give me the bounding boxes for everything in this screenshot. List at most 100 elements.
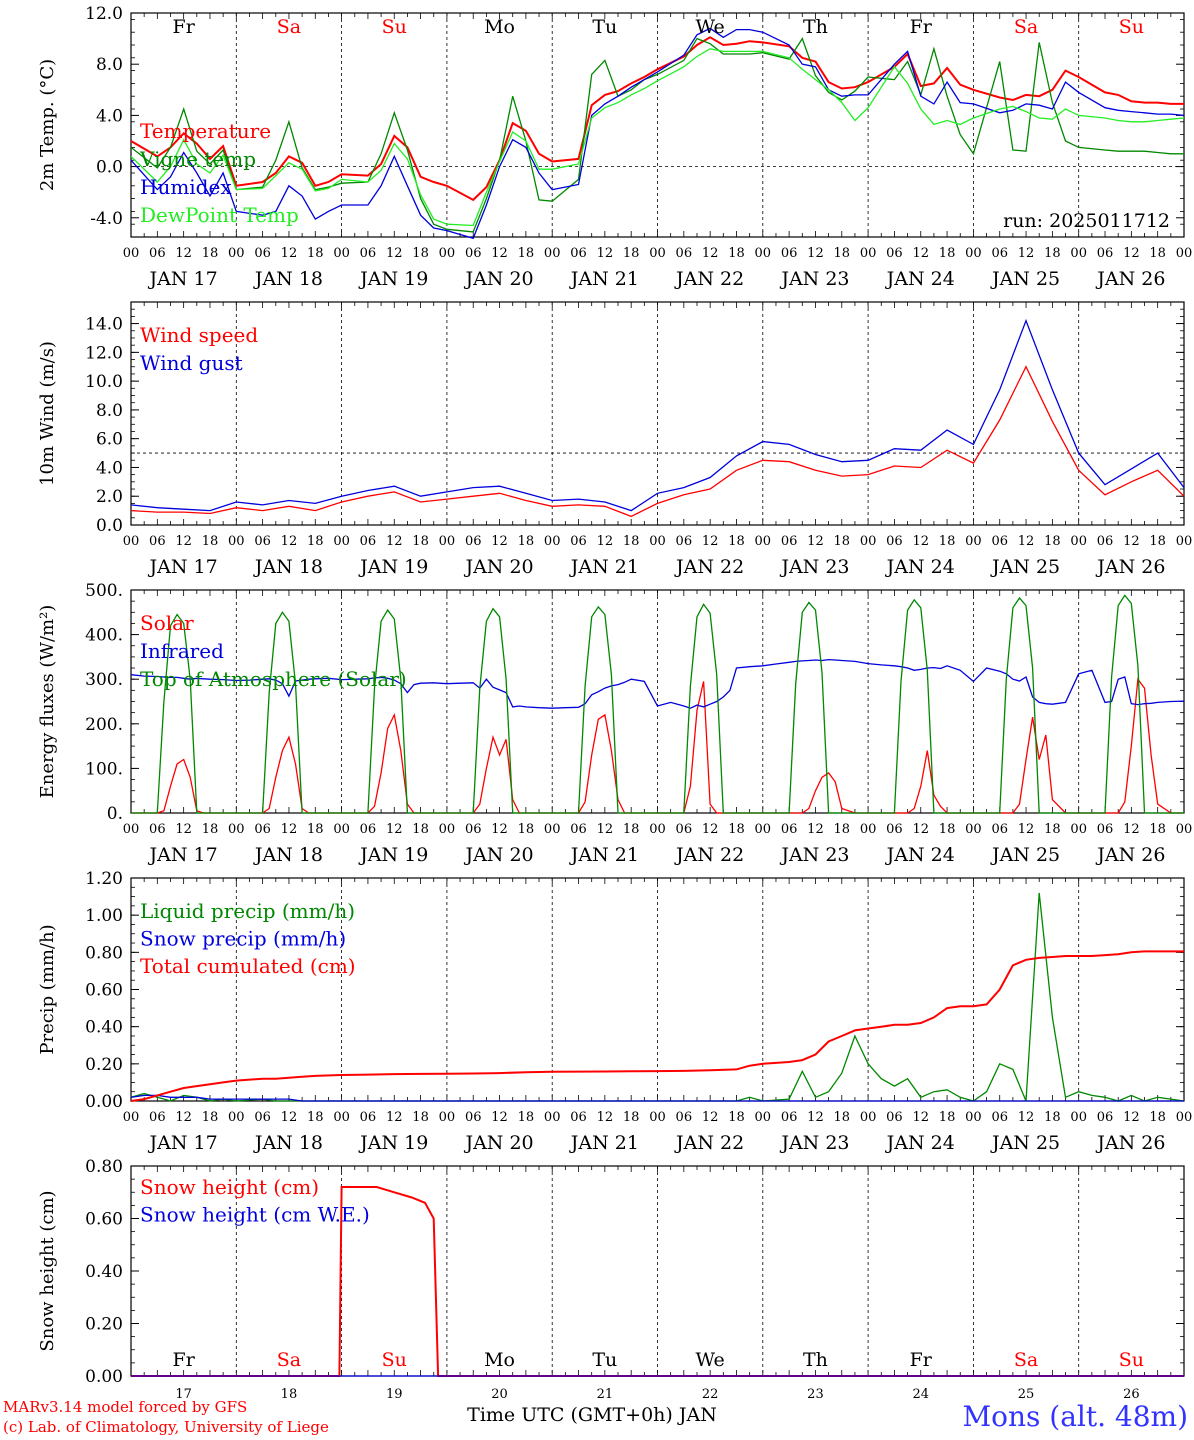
y-tick-label: 8.0 [96,401,123,421]
series-line [130,950,1184,1102]
hour-tick-label: 06 [149,246,166,261]
date-label: JAN 21 [569,844,639,866]
y-tick-label: 6.0 [96,430,123,450]
legend-entry: Snow precip (mm/h) [140,927,346,951]
hour-tick-label: 12 [175,246,192,261]
hour-tick-label: 12 [1123,822,1140,837]
y-tick-label: 0.80 [85,943,123,963]
hour-tick-label: 18 [939,822,956,837]
hour-tick-label: 00 [860,534,877,549]
hour-tick-label: 06 [570,246,587,261]
day-number-label: 22 [702,1387,719,1398]
hour-tick-label: 06 [360,822,377,837]
y-tick-label: 500. [85,581,123,601]
panel-frame [130,301,1185,526]
date-label: JAN 22 [674,268,744,290]
hour-tick-label: 18 [1044,822,1061,837]
hour-tick-label: 06 [1097,246,1114,261]
y-axis-title: Energy fluxes (W/m²) [37,605,58,799]
hour-tick-label: 18 [1149,246,1166,261]
hour-tick-label: 00 [228,822,245,837]
hour-tick-label: 18 [728,246,745,261]
hour-tick-label: 06 [991,822,1008,837]
day-number-label: 17 [175,1387,192,1398]
y-tick-label: 400. [85,626,123,646]
legend-entry: Solar [140,611,194,635]
y-tick-label: 4.0 [96,458,123,478]
hour-tick-label: 12 [807,1110,824,1125]
hour-tick-label: 00 [333,246,350,261]
hour-tick-label: 12 [807,246,824,261]
hour-tick-label: 00 [544,534,561,549]
hour-tick-label: 12 [1018,534,1035,549]
date-label: JAN 24 [885,268,955,290]
weekday-label: Tu [592,1349,617,1371]
y-tick-label: 0.20 [85,1055,123,1075]
day-number-label: 20 [491,1387,508,1398]
hour-tick-label: 06 [360,246,377,261]
date-label: JAN 25 [990,268,1060,290]
date-label: JAN 18 [253,556,323,578]
hour-tick-label: 12 [281,534,298,549]
hour-tick-label: 18 [307,1110,324,1125]
y-tick-label: 300. [85,670,123,690]
hour-tick-label: 18 [623,246,640,261]
hour-tick-label: 00 [860,1110,877,1125]
hour-tick-label: 12 [491,822,508,837]
hour-tick-label: 12 [1123,1110,1140,1125]
hour-tick-label: 06 [149,534,166,549]
y-tick-label: 14.0 [85,315,123,335]
hour-tick-label: 06 [149,822,166,837]
y-tick-label: 0.60 [85,981,123,1001]
weekday-label: Fr [910,1349,933,1371]
legend-entry: Vigne temp [139,147,256,171]
hour-tick-label: 00 [965,822,982,837]
legend-entry: DewPoint Temp [140,203,299,227]
hour-tick-label: 00 [965,246,982,261]
hour-tick-label: 12 [912,822,929,837]
date-label: JAN 21 [569,1132,639,1154]
hour-tick-label: 06 [465,246,482,261]
hour-tick-label: 06 [570,534,587,549]
hour-tick-label: 00 [439,822,456,837]
series-line [130,658,1185,709]
y-tick-label: 0. [107,804,123,824]
date-label: JAN 19 [358,844,428,866]
hour-tick-label: 18 [412,1110,429,1125]
y-tick-label: 0.0 [96,516,123,536]
hour-tick-label: 00 [1070,246,1087,261]
hour-tick-label: 12 [386,534,403,549]
hour-tick-label: 12 [912,246,929,261]
hour-tick-label: 18 [202,534,219,549]
hour-tick-label: 12 [1018,1110,1035,1125]
hour-tick-label: 00 [755,246,772,261]
date-label: JAN 24 [885,844,955,866]
hour-tick-label: 18 [939,534,956,549]
hour-tick-label: 18 [834,1110,851,1125]
hour-tick-label: 06 [465,822,482,837]
hour-tick-label: 00 [755,1110,772,1125]
hour-tick-label: 18 [1044,1110,1061,1125]
y-tick-label: 0.00 [85,1367,123,1387]
y-tick-label: 0.0 [96,158,123,178]
weekday-label: Th [803,16,828,38]
weekday-label: Su [382,16,407,38]
hour-tick-label: 12 [912,1110,929,1125]
hour-tick-label: 12 [491,1110,508,1125]
hour-tick-label: 00 [649,1110,666,1125]
date-label: JAN 21 [569,556,639,578]
date-label: JAN 17 [148,556,218,578]
hour-tick-label: 00 [228,1110,245,1125]
date-label: JAN 20 [463,1132,533,1154]
hour-tick-label: 00 [860,246,877,261]
hour-tick-label: 18 [202,822,219,837]
y-tick-label: 0.40 [85,1018,123,1038]
y-tick-label: 12.0 [85,4,123,24]
legend-entry: Snow height (cm W.E.) [140,1203,370,1227]
hour-tick-label: 00 [1176,822,1193,837]
hour-tick-label: 06 [254,534,271,549]
hour-tick-label: 00 [123,822,140,837]
hour-tick-label: 06 [886,534,903,549]
hour-tick-label: 18 [728,534,745,549]
weekday-label: Mo [484,1349,515,1371]
